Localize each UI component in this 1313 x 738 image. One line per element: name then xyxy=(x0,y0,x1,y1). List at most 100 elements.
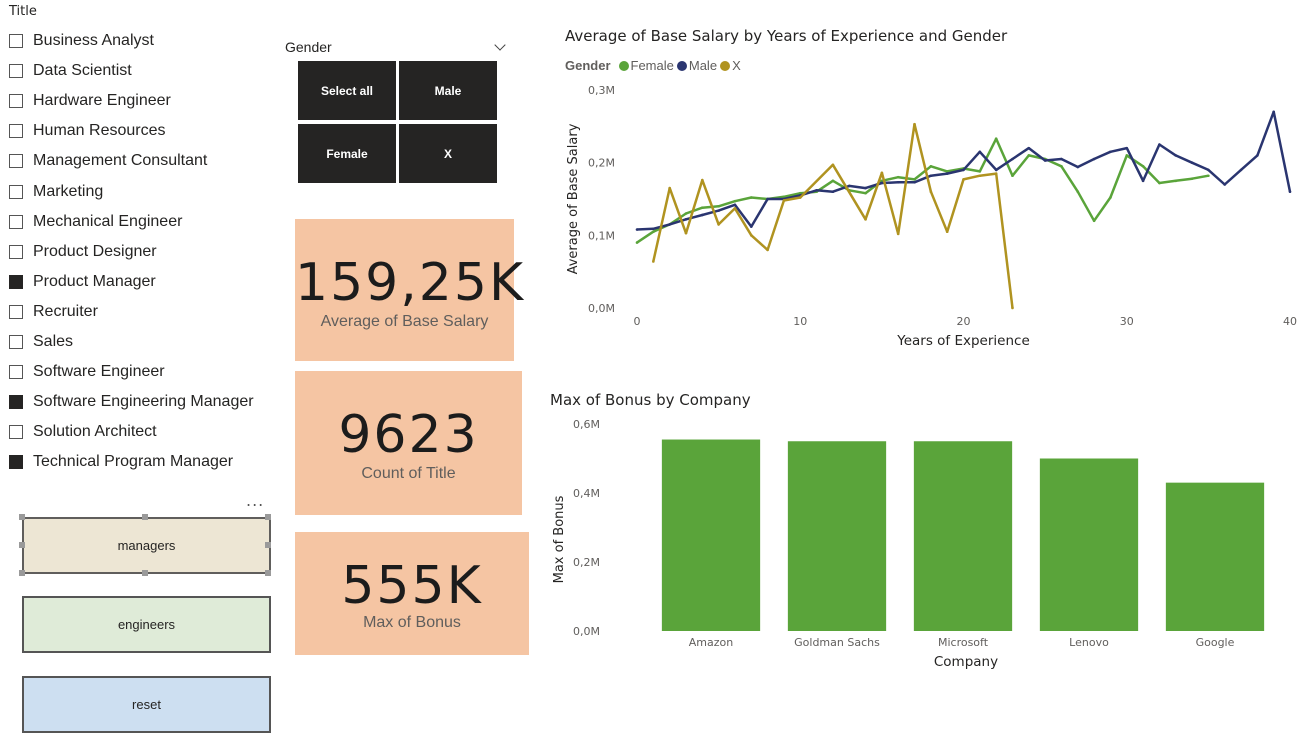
checkbox[interactable] xyxy=(9,244,23,259)
data-point[interactable] xyxy=(880,179,884,183)
data-point[interactable] xyxy=(733,199,737,203)
data-point[interactable] xyxy=(652,230,655,233)
data-point[interactable] xyxy=(994,137,998,140)
data-point[interactable] xyxy=(749,225,753,228)
managers-button[interactable]: managers xyxy=(22,517,271,574)
data-point[interactable] xyxy=(864,186,867,190)
legend-item-label[interactable]: Male xyxy=(688,58,718,73)
data-point[interactable] xyxy=(1060,157,1063,161)
title-slicer-item[interactable]: Hardware Engineer xyxy=(9,86,254,116)
data-point[interactable] xyxy=(1239,168,1243,172)
gender-tile-x[interactable]: X xyxy=(399,124,497,183)
data-point[interactable] xyxy=(962,178,965,181)
data-point[interactable] xyxy=(635,228,639,231)
data-point[interactable] xyxy=(864,218,867,221)
data-point[interactable] xyxy=(1076,165,1080,169)
data-point[interactable] xyxy=(1076,190,1080,194)
data-point[interactable] xyxy=(880,171,884,175)
data-point[interactable] xyxy=(1011,174,1014,178)
gender-tile-select-all[interactable]: Select all xyxy=(298,61,396,120)
checkbox[interactable] xyxy=(9,395,23,410)
data-point[interactable] xyxy=(1125,146,1129,150)
gender-tile-male[interactable]: Male xyxy=(399,61,497,120)
data-point[interactable] xyxy=(847,184,851,188)
data-point[interactable] xyxy=(635,241,639,244)
data-point[interactable] xyxy=(831,190,835,194)
data-point[interactable] xyxy=(1060,165,1063,168)
data-point[interactable] xyxy=(684,231,688,235)
data-point[interactable] xyxy=(1190,177,1194,180)
data-point[interactable] xyxy=(880,181,884,185)
data-point[interactable] xyxy=(782,199,786,202)
chevron-down-icon[interactable] xyxy=(494,39,506,51)
bar-lenovo[interactable] xyxy=(1039,458,1139,632)
legend-item-label[interactable]: X xyxy=(732,58,741,73)
checkbox[interactable] xyxy=(9,425,23,440)
engineers-button[interactable]: engineers xyxy=(22,596,271,653)
series-line-female[interactable] xyxy=(636,137,1209,244)
data-point[interactable] xyxy=(1092,157,1096,161)
data-point[interactable] xyxy=(896,180,900,184)
data-point[interactable] xyxy=(1174,154,1178,157)
data-point[interactable] xyxy=(896,175,900,179)
title-slicer-item[interactable]: Product Designer xyxy=(9,237,254,267)
data-point[interactable] xyxy=(978,150,982,154)
title-slicer-item[interactable]: Data Scientist xyxy=(9,56,254,86)
data-point[interactable] xyxy=(701,178,704,182)
data-point[interactable] xyxy=(701,213,704,217)
data-point[interactable] xyxy=(831,179,835,183)
data-point[interactable] xyxy=(701,206,704,210)
title-slicer-item[interactable]: Solution Architect xyxy=(9,417,254,447)
data-point[interactable] xyxy=(798,191,802,195)
resize-handle[interactable] xyxy=(265,570,271,576)
legend-item-label[interactable]: Female xyxy=(630,58,674,73)
data-point[interactable] xyxy=(1288,190,1292,194)
data-point[interactable] xyxy=(1141,179,1145,183)
title-slicer-item[interactable]: Software Engineer xyxy=(9,357,254,387)
data-point[interactable] xyxy=(1092,219,1096,223)
data-point[interactable] xyxy=(1207,174,1210,178)
data-point[interactable] xyxy=(1207,168,1210,172)
data-point[interactable] xyxy=(831,163,835,167)
checkbox[interactable] xyxy=(9,304,23,319)
data-point[interactable] xyxy=(896,232,900,236)
data-point[interactable] xyxy=(994,172,998,175)
data-point[interactable] xyxy=(913,180,916,184)
data-point[interactable] xyxy=(945,172,949,175)
data-point[interactable] xyxy=(1256,154,1259,157)
data-point[interactable] xyxy=(766,248,769,252)
title-slicer-item[interactable]: Sales xyxy=(9,327,254,357)
data-point[interactable] xyxy=(913,122,916,126)
resize-handle[interactable] xyxy=(265,514,271,520)
data-point[interactable] xyxy=(1125,154,1129,157)
data-point[interactable] xyxy=(913,178,916,181)
data-point[interactable] xyxy=(1190,161,1194,164)
checkbox[interactable] xyxy=(9,365,23,380)
data-point[interactable] xyxy=(929,190,933,194)
data-point[interactable] xyxy=(733,203,737,207)
resize-handle[interactable] xyxy=(19,514,25,520)
resize-handle[interactable] xyxy=(142,570,148,576)
data-point[interactable] xyxy=(1011,306,1014,310)
data-point[interactable] xyxy=(684,218,688,221)
data-point[interactable] xyxy=(668,223,671,226)
resize-handle[interactable] xyxy=(265,542,271,548)
resize-handle[interactable] xyxy=(142,514,148,520)
title-slicer-item[interactable]: Recruiter xyxy=(9,297,254,327)
resize-handle[interactable] xyxy=(19,570,25,576)
title-slicer-item[interactable]: Management Consultant xyxy=(9,146,254,176)
gender-slicer-header[interactable]: Gender xyxy=(285,39,510,55)
title-slicer-item[interactable]: Product Manager xyxy=(9,267,254,297)
data-point[interactable] xyxy=(733,207,737,210)
data-point[interactable] xyxy=(1027,154,1031,157)
data-point[interactable] xyxy=(929,165,933,168)
data-point[interactable] xyxy=(1174,179,1178,183)
data-point[interactable] xyxy=(978,174,982,178)
bar-goldman-sachs[interactable] xyxy=(787,441,887,631)
checkbox[interactable] xyxy=(9,154,23,169)
checkbox[interactable] xyxy=(9,184,23,199)
data-point[interactable] xyxy=(1141,165,1145,168)
data-point[interactable] xyxy=(717,223,720,226)
series-line-x[interactable] xyxy=(652,122,1014,309)
data-point[interactable] xyxy=(652,260,655,263)
